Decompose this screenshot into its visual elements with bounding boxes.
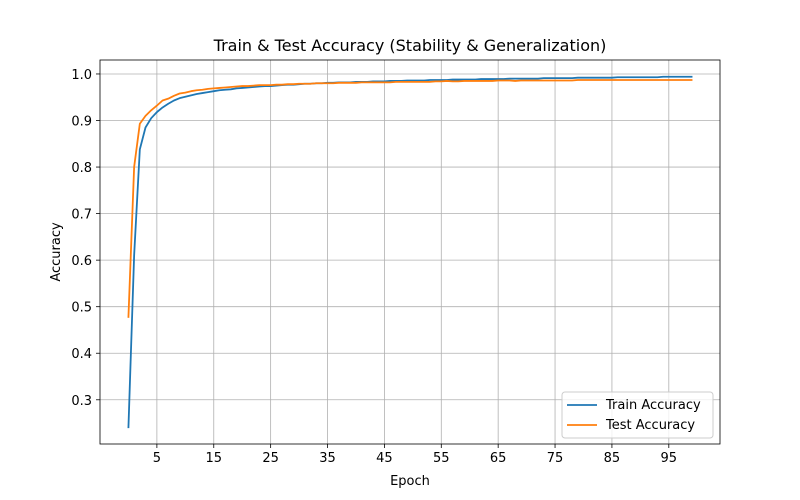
x-tick-label: 55 bbox=[433, 451, 450, 466]
y-tick-label: 0.7 bbox=[71, 208, 92, 223]
legend: Train Accuracy Test Accuracy bbox=[561, 391, 714, 439]
x-axis: 5 15 25 35 45 55 65 75 85 95 bbox=[153, 444, 677, 466]
y-tick-label: 0.3 bbox=[71, 394, 92, 409]
x-tick-label: 95 bbox=[661, 451, 678, 466]
legend-label-test: Test Accuracy bbox=[605, 418, 695, 433]
plot-area bbox=[100, 60, 720, 444]
x-axis-label: Epoch bbox=[390, 474, 430, 489]
y-tick-label: 0.9 bbox=[71, 115, 92, 130]
y-axis-label: Accuracy bbox=[49, 222, 64, 282]
x-tick-label: 45 bbox=[376, 451, 393, 466]
plot-frame bbox=[99, 59, 721, 445]
y-tick-label: 0.8 bbox=[71, 161, 92, 176]
x-tick-label: 75 bbox=[547, 451, 564, 466]
y-tick-label: 0.4 bbox=[71, 347, 92, 362]
series-line-train-accuracy bbox=[127, 75, 693, 429]
x-tick-label: 25 bbox=[262, 451, 279, 466]
y-tick-label: 0.6 bbox=[71, 254, 92, 269]
x-tick-label: 85 bbox=[604, 451, 621, 466]
x-tick-label: 5 bbox=[153, 451, 161, 466]
y-tick-label: 1.0 bbox=[71, 68, 92, 83]
legend-box bbox=[561, 391, 714, 439]
legend-label-train: Train Accuracy bbox=[605, 398, 701, 413]
series-layer bbox=[127, 75, 693, 429]
x-tick-label: 65 bbox=[490, 451, 507, 466]
y-tick-label: 0.5 bbox=[71, 301, 92, 316]
x-tick-label: 15 bbox=[205, 451, 222, 466]
series-line-test-accuracy bbox=[127, 79, 693, 318]
chart-title: Train & Test Accuracy (Stability & Gener… bbox=[213, 36, 607, 55]
y-axis: 0.3 0.4 0.5 0.6 0.7 0.8 0.9 1.0 bbox=[71, 68, 100, 409]
x-tick-label: 35 bbox=[319, 451, 336, 466]
